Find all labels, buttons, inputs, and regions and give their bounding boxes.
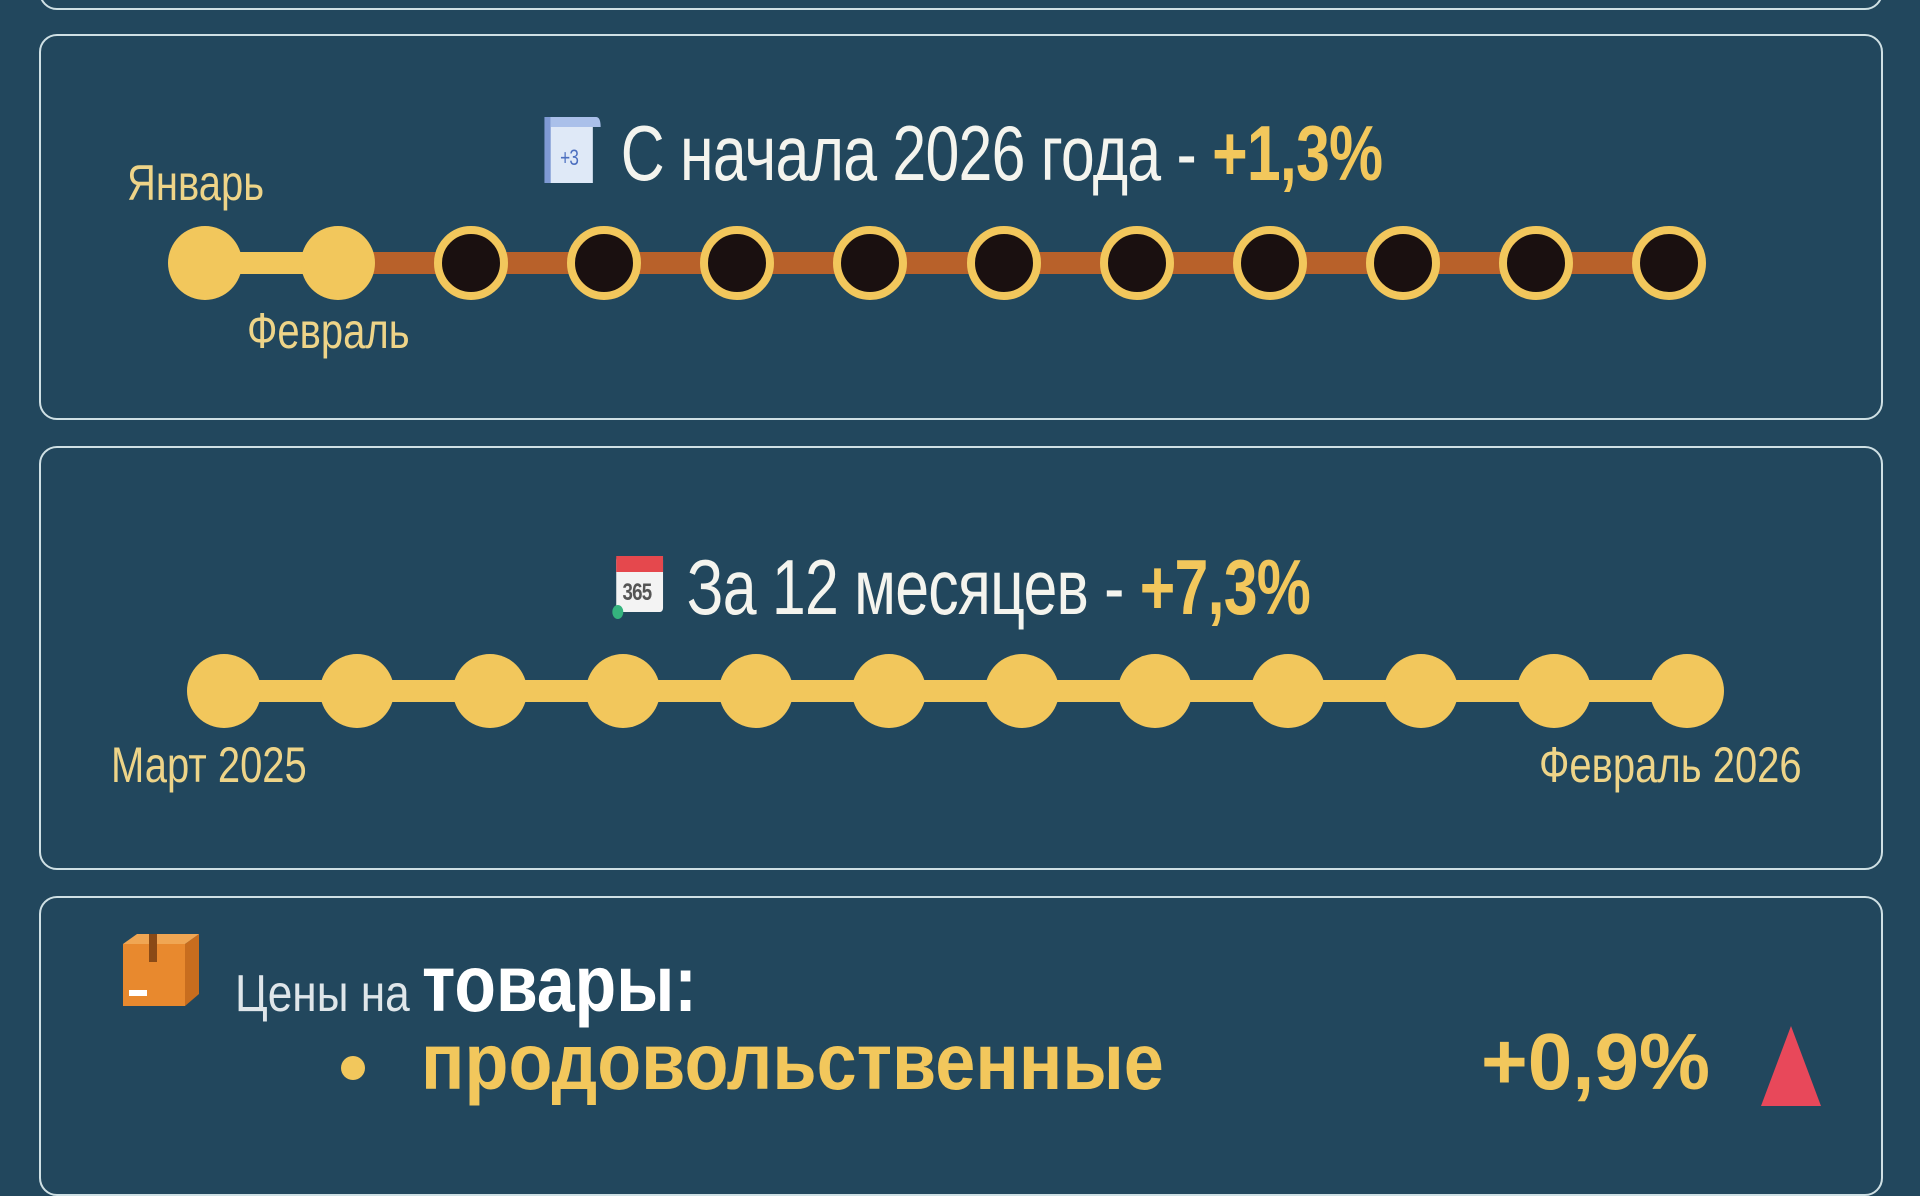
month-dot-elapsed bbox=[852, 654, 926, 728]
month-dot-elapsed bbox=[586, 654, 660, 728]
month-dot-pending bbox=[1498, 226, 1573, 300]
month-dot-elapsed bbox=[1251, 654, 1325, 728]
ytd-value: +1,3% bbox=[1212, 109, 1383, 197]
month-dot-pending bbox=[700, 226, 775, 300]
svg-text:+3: +3 bbox=[560, 146, 579, 171]
scroll-calculator-icon: +3 bbox=[540, 111, 602, 208]
ytd-label: С начала 2026 года - bbox=[620, 109, 1213, 197]
month-dot-elapsed bbox=[719, 654, 793, 728]
month-dot-pending bbox=[1099, 226, 1174, 300]
trend-up-icon bbox=[1761, 1026, 1821, 1106]
ytd-start-label: Январь bbox=[127, 155, 265, 211]
ytd-title: +3 С начала 2026 года - +1,3% bbox=[243, 108, 1678, 208]
goods-heading: Цены на товары: bbox=[235, 938, 697, 1030]
month-dot-pending bbox=[567, 226, 642, 300]
top-panel-edge bbox=[39, 0, 1883, 10]
svg-text:365: 365 bbox=[623, 579, 653, 606]
calendar-365-icon: 365 bbox=[612, 548, 668, 639]
bullet bbox=[341, 1055, 365, 1080]
month-dot-elapsed bbox=[1118, 654, 1192, 728]
yoy-start-label: Март 2025 bbox=[111, 737, 307, 793]
goods-item: продовольственные bbox=[341, 1016, 1246, 1108]
month-dot-pending bbox=[434, 226, 509, 300]
box-icon bbox=[119, 930, 203, 1014]
goods-panel: Цены на товары: продовольственные +0,9% bbox=[39, 896, 1883, 1196]
month-dot-elapsed bbox=[320, 654, 394, 728]
yoy-value: +7,3% bbox=[1139, 543, 1311, 631]
month-dot-elapsed bbox=[1650, 654, 1724, 728]
month-dot-pending bbox=[1632, 226, 1706, 300]
yoy-title: 365 За 12 месяцев - +7,3% bbox=[243, 542, 1678, 639]
month-dot-elapsed bbox=[1517, 654, 1591, 728]
goods-title: товары: bbox=[422, 939, 697, 1028]
month-dot-elapsed bbox=[985, 654, 1059, 728]
yoy-end-label: Февраль 2026 bbox=[1539, 737, 1802, 793]
month-dot-elapsed bbox=[1384, 654, 1458, 728]
yoy-panel: 365 За 12 месяцев - +7,3% Март 2025 Февр… bbox=[39, 446, 1883, 870]
goods-item-value: +0,9% bbox=[1481, 1017, 1711, 1106]
month-dot-elapsed bbox=[301, 226, 376, 300]
month-dot-pending bbox=[966, 226, 1041, 300]
month-dot-elapsed bbox=[453, 654, 527, 728]
month-dot-pending bbox=[1365, 226, 1440, 300]
month-dot-elapsed bbox=[187, 654, 261, 728]
ytd-panel: +3 С начала 2026 года - +1,3% Январь Фев… bbox=[39, 34, 1883, 420]
month-dot-elapsed bbox=[168, 226, 242, 300]
yoy-label: За 12 месяцев - bbox=[686, 543, 1140, 631]
month-dot-pending bbox=[1232, 226, 1307, 300]
goods-item-label: продовольственные bbox=[421, 1017, 1164, 1106]
ytd-second-label: Февраль bbox=[247, 303, 410, 359]
month-dot-pending bbox=[833, 226, 908, 300]
goods-prefix: Цены на bbox=[235, 965, 423, 1023]
